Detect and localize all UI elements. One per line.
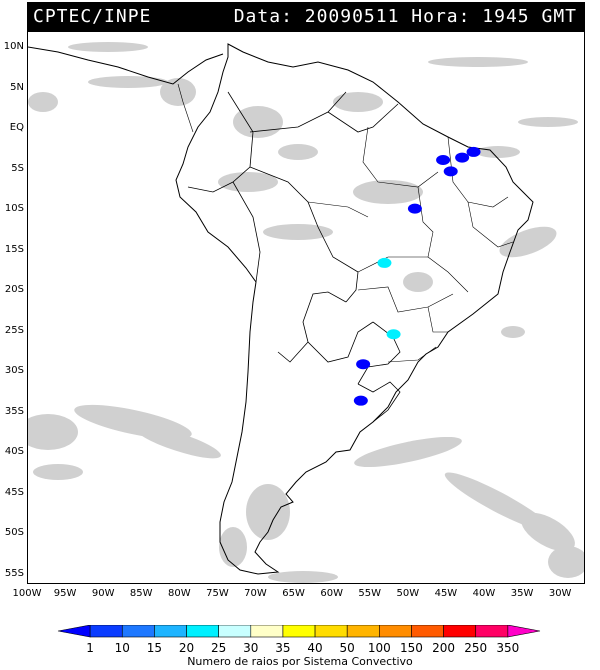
source-label: CPTEC/INPE [33,6,152,27]
latitude-label: 10S [4,203,24,215]
convective-system-marker [353,395,368,406]
colorbar-label: 20 [178,641,195,655]
colorbar-label: 200 [432,641,456,655]
country-borders [187,91,401,423]
convective-system-marker [443,166,458,177]
longitude-label: 60W [320,588,343,599]
latitude-label: 35S [4,405,24,417]
colorbar-label: 250 [464,641,488,655]
colorbar-segment [57,625,91,638]
convective-system-marker [356,359,371,370]
colorbar-segment [282,625,316,638]
colorbar-segment [89,625,123,638]
longitude-label: 75W [206,588,229,599]
colorbar-segment [443,625,477,638]
colorbar-label: 35 [275,641,291,655]
colorbar-segment [121,625,155,638]
longitude-label: 70W [244,588,267,599]
state-borders [177,83,514,363]
cloud-cover [28,42,584,583]
longitude-label: 30W [548,588,572,599]
colorbar-segment [411,625,444,638]
longitude-label: 100W [12,588,42,599]
colorbar-label: 25 [211,641,227,655]
latitude-label: 15S [4,243,24,255]
colorbar-label: 100 [367,641,391,655]
latitude-label: 5S [11,162,24,174]
colorbar-label: 150 [400,641,423,655]
latitude-label: 40S [4,446,24,458]
longitude-label: 35W [510,588,534,599]
map-header: CPTEC/INPE Data: 20090511 Hora: 1945 GMT [27,2,585,31]
latitude-label: 20S [4,284,24,296]
colorbar-title: Numero de raios por Sistema Convectivo [187,655,413,668]
convective-systems [353,146,481,406]
longitude-label: 90W [91,588,115,599]
latitude-label: 5N [10,81,24,93]
colorbar-segment [475,625,509,638]
colorbar-segment [154,625,187,638]
convective-system-marker [436,155,451,166]
longitude-label: 45W [434,588,458,599]
longitude-label: 95W [53,588,77,599]
colorbar-segment [379,625,412,638]
longitude-label: 50W [396,588,420,599]
convective-system-marker [407,203,422,214]
latitude-label: 10N [3,41,24,53]
colorbar-label: 10 [114,641,130,655]
colorbar-label: 50 [339,641,355,655]
map-frame[interactable] [27,31,585,584]
central-america-coastline [28,46,224,85]
colorbar-segment [507,625,541,638]
colorbar-segment [218,625,252,638]
colorbar [57,625,541,638]
latitude-label: EQ [9,122,24,134]
longitude-label: 85W [129,588,153,599]
colorbar-label: 1 [86,641,94,655]
convective-system-marker [455,152,470,163]
colorbar-segment [314,625,348,638]
convective-system-marker [466,146,481,157]
latitude-label: 55S [4,567,24,579]
date-time-stamp: Data: 20090511 Hora: 1945 GMT [233,6,577,27]
latitude-label: 50S [4,527,24,539]
colorbar-label: 40 [307,641,323,655]
latitude-label: 25S [4,324,24,336]
longitude-label: 80W [168,588,191,599]
colorbar-label: 30 [243,641,259,655]
colorbar-segment [250,625,284,638]
lightning-map[interactable] [28,32,584,583]
longitude-label: 65W [282,588,305,599]
south-america-coastline [175,43,534,575]
colorbar-segment [186,625,219,638]
convective-system-marker [377,257,392,268]
longitude-label: 40W [472,588,496,599]
longitude-label: 55W [358,588,382,599]
colorbar-label: 15 [146,641,163,655]
colorbar-label: 350 [496,641,520,655]
colorbar-segment [346,625,380,638]
latitude-label: 30S [4,365,24,377]
latitude-label: 45S [4,486,24,498]
convective-system-marker [386,329,401,340]
